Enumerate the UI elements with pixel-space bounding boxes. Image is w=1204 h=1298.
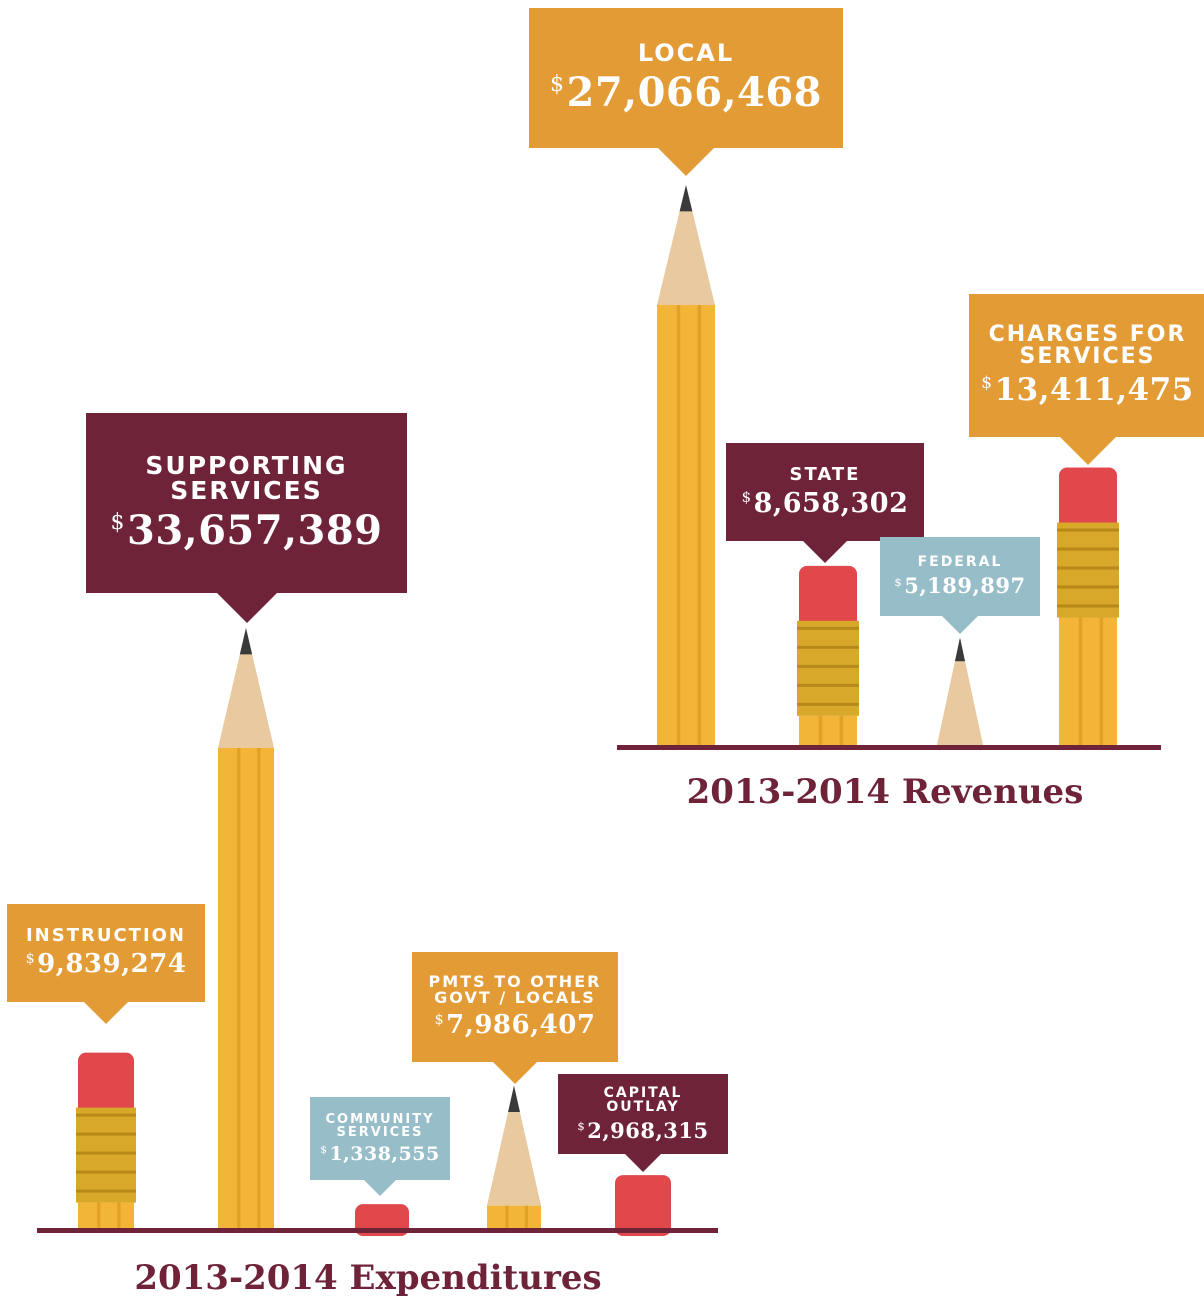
value-label: $1,338,555 bbox=[320, 1143, 439, 1165]
revenue-label-federal: FEDERAL $5,189,897 bbox=[880, 537, 1040, 616]
value-amount: 27,066,468 bbox=[566, 68, 822, 116]
value-label: $2,968,315 bbox=[577, 1118, 708, 1143]
value-label: $7,986,407 bbox=[435, 1010, 596, 1040]
value-label: $8,658,302 bbox=[742, 488, 909, 519]
category-label: SUPPORTING SERVICES bbox=[145, 450, 348, 505]
expenditure-bar-instruction bbox=[76, 1052, 136, 1228]
expenditure-label-instruction: INSTRUCTION $9,839,274 bbox=[7, 904, 205, 1002]
revenue-label-state: STATE $8,658,302 bbox=[726, 443, 924, 541]
value-amount: 7,986,407 bbox=[446, 1010, 596, 1040]
revenues-baseline bbox=[617, 745, 1161, 750]
expenditure-label-capital-outlay: CAPITAL OUTLAY $2,968,315 bbox=[558, 1074, 728, 1154]
revenues-chart-title: 2013-2014 Revenues bbox=[686, 772, 1084, 812]
category-label: STATE bbox=[789, 463, 861, 485]
currency-symbol: $ bbox=[25, 950, 36, 967]
currency-symbol: $ bbox=[434, 1011, 445, 1028]
value-amount: 8,658,302 bbox=[753, 487, 909, 519]
category-label: CAPITAL OUTLAY bbox=[603, 1084, 683, 1115]
revenue-bar-local bbox=[657, 185, 715, 745]
value-amount: 5,189,897 bbox=[904, 573, 1026, 598]
value-amount: 2,968,315 bbox=[587, 1117, 709, 1143]
revenue-bar-charges-for-services bbox=[1057, 467, 1119, 745]
expenditure-bar-pmts-to-other-govt-locals bbox=[487, 1085, 541, 1228]
revenue-bar-federal bbox=[937, 637, 983, 745]
expenditures-baseline bbox=[37, 1228, 718, 1233]
currency-symbol: $ bbox=[981, 373, 993, 394]
value-amount: 1,338,555 bbox=[329, 1142, 440, 1165]
category-label: INSTRUCTION bbox=[25, 925, 187, 946]
revenue-label-charges-for-services: CHARGES FOR SERVICES $13,411,475 bbox=[969, 294, 1204, 437]
currency-symbol: $ bbox=[894, 574, 903, 589]
currency-symbol: $ bbox=[741, 487, 752, 506]
value-amount: 9,839,274 bbox=[37, 949, 187, 979]
expenditures-chart-title: 2013-2014 Expenditures bbox=[134, 1258, 602, 1298]
expenditure-bar-supporting-services bbox=[218, 628, 274, 1228]
value-label: $27,066,468 bbox=[550, 69, 822, 116]
currency-symbol: $ bbox=[110, 510, 125, 536]
value-label: $9,839,274 bbox=[26, 949, 187, 979]
value-label: $5,189,897 bbox=[894, 573, 1025, 598]
value-amount: 33,657,389 bbox=[126, 506, 383, 554]
expenditure-bar-capital-outlay bbox=[615, 1175, 671, 1236]
expenditure-label-community-services: COMMUNITY SERVICES $1,338,555 bbox=[310, 1097, 450, 1180]
category-label: LOCAL bbox=[637, 38, 735, 67]
value-label: $33,657,389 bbox=[110, 507, 382, 554]
category-label: COMMUNITY SERVICES bbox=[325, 1111, 435, 1140]
currency-symbol: $ bbox=[577, 1119, 586, 1133]
value-label: $13,411,475 bbox=[981, 372, 1194, 408]
category-label: PMTS TO OTHER GOVT / LOCALS bbox=[428, 972, 602, 1007]
currency-symbol: $ bbox=[549, 72, 565, 98]
category-label: CHARGES FOR SERVICES bbox=[988, 321, 1187, 369]
currency-symbol: $ bbox=[320, 1143, 328, 1156]
expenditure-label-supporting-services: SUPPORTING SERVICES $33,657,389 bbox=[86, 413, 407, 593]
expenditure-label-pmts-to-other-govt-locals: PMTS TO OTHER GOVT / LOCALS $7,986,407 bbox=[412, 952, 618, 1062]
category-label: FEDERAL bbox=[917, 554, 1003, 570]
revenue-label-local: LOCAL $27,066,468 bbox=[529, 8, 843, 148]
value-amount: 13,411,475 bbox=[994, 371, 1194, 408]
revenue-bar-state bbox=[797, 565, 859, 745]
